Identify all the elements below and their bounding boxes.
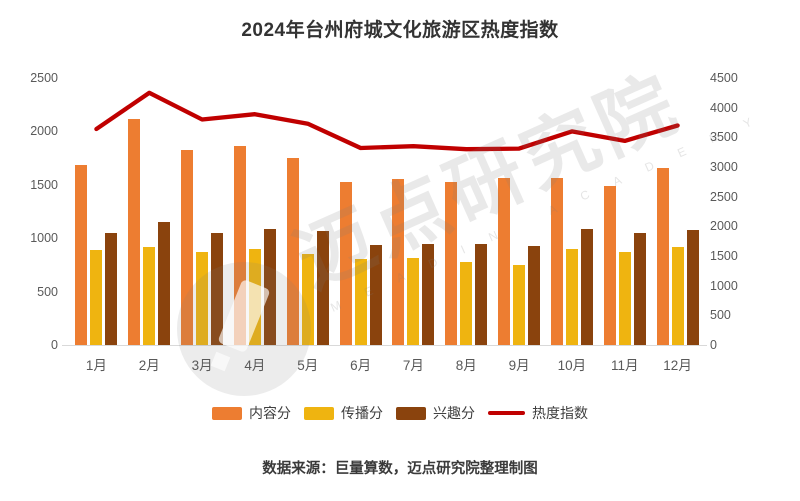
bar bbox=[75, 164, 88, 345]
bar-group-10月 bbox=[545, 78, 598, 345]
bar-group-1月 bbox=[70, 78, 123, 345]
y-axis-tick-label: 500 bbox=[37, 284, 58, 299]
plot-area bbox=[70, 78, 704, 345]
bar bbox=[513, 264, 526, 345]
x-axis-tick-label: 4月 bbox=[244, 358, 266, 373]
x-axis-tick-label: 8月 bbox=[455, 358, 477, 373]
y-axis-tick-label: 2000 bbox=[710, 219, 738, 234]
bar bbox=[618, 251, 631, 345]
x-axis-line bbox=[62, 345, 707, 346]
y-axis-tick-label: 4500 bbox=[710, 71, 738, 85]
bar bbox=[105, 232, 118, 345]
x-axis-tick-label: 6月 bbox=[350, 358, 372, 373]
legend-item: 热度指数 bbox=[488, 403, 588, 423]
bar bbox=[445, 181, 458, 345]
x-axis-tick-label: 2月 bbox=[138, 358, 160, 373]
bar bbox=[498, 178, 511, 345]
bar bbox=[233, 146, 246, 345]
bar bbox=[339, 181, 352, 345]
bar bbox=[181, 149, 194, 345]
legend-bar-swatch-icon bbox=[304, 406, 334, 420]
y-axis-tick-label: 2500 bbox=[710, 189, 738, 204]
bar bbox=[460, 261, 473, 345]
y-axis-tick-label: 2000 bbox=[30, 124, 58, 139]
legend-bar-swatch-icon bbox=[212, 406, 242, 420]
bar-group-3月 bbox=[176, 78, 229, 345]
bar-group-9月 bbox=[493, 78, 546, 345]
bar bbox=[550, 178, 563, 345]
legend-item: 内容分 bbox=[212, 403, 291, 423]
x-axis-tick-label: 1月 bbox=[85, 358, 107, 373]
chart-title: 2024年台州府城文化旅游区热度指数 bbox=[241, 20, 559, 41]
bar bbox=[369, 244, 382, 345]
x-axis-tick-label: 7月 bbox=[402, 358, 424, 373]
bar bbox=[301, 254, 314, 345]
y-axis-tick-label: 1000 bbox=[710, 278, 738, 293]
bar-group-2月 bbox=[123, 78, 176, 345]
bar bbox=[128, 118, 141, 345]
bar bbox=[580, 228, 593, 345]
x-axis-tick-label: 5月 bbox=[297, 358, 319, 373]
y-axis-tick-label: 0 bbox=[51, 338, 58, 352]
y-axis-tick-label: 500 bbox=[710, 308, 731, 323]
bar-group-7月 bbox=[387, 78, 440, 345]
bar bbox=[196, 251, 209, 345]
legend-line-swatch-icon bbox=[488, 410, 525, 416]
legend-bar-swatch-icon bbox=[396, 406, 426, 420]
bar bbox=[354, 259, 367, 345]
legend-label: 热度指数 bbox=[532, 405, 588, 421]
bar-group-6月 bbox=[334, 78, 387, 345]
legend-label: 兴趣分 bbox=[433, 405, 475, 421]
bar bbox=[422, 243, 435, 345]
bar-group-4月 bbox=[228, 78, 281, 345]
bar bbox=[211, 233, 224, 345]
legend-item: 传播分 bbox=[304, 403, 383, 423]
bar-group-8月 bbox=[440, 78, 493, 345]
y-axis-tick-label: 1000 bbox=[30, 231, 58, 246]
bar bbox=[565, 249, 578, 345]
y-axis-tick-label: 1500 bbox=[30, 177, 58, 192]
x-axis-tick-label: 3月 bbox=[191, 358, 213, 373]
x-axis-tick-label: 10月 bbox=[557, 358, 587, 373]
bar-group-5月 bbox=[281, 78, 334, 345]
x-axis-tick-label: 9月 bbox=[508, 358, 530, 373]
bar bbox=[286, 158, 299, 345]
legend: 内容分 传播分 兴趣分 热度指数 bbox=[0, 403, 800, 423]
bar bbox=[671, 246, 684, 345]
data-source: 数据来源：巨量算数，迈点研究院整理制图 bbox=[262, 461, 538, 477]
bar bbox=[528, 245, 541, 345]
y-axis-tick-label: 3500 bbox=[710, 130, 738, 145]
bar bbox=[248, 249, 261, 345]
heat-index-line-chart bbox=[94, 90, 680, 152]
bar bbox=[407, 257, 420, 345]
y-axis-tick-label: 1500 bbox=[710, 249, 738, 263]
bar-series-container bbox=[70, 78, 704, 345]
y-axis-tick-label: 3000 bbox=[710, 160, 738, 174]
bar bbox=[633, 232, 646, 345]
bar bbox=[263, 229, 276, 345]
bar bbox=[158, 222, 171, 345]
bar bbox=[392, 179, 405, 345]
bar-group-12月 bbox=[651, 78, 704, 345]
legend-item: 兴趣分 bbox=[396, 403, 475, 423]
y-axis-tick-label: 4000 bbox=[710, 100, 738, 115]
heat-index-line bbox=[94, 90, 680, 152]
legend-label: 内容分 bbox=[249, 405, 291, 421]
bar bbox=[603, 185, 616, 345]
y-axis-tick-label: 2500 bbox=[30, 71, 58, 85]
legend-label: 传播分 bbox=[341, 405, 383, 421]
x-axis-tick-label: 11月 bbox=[610, 358, 639, 373]
y-axis-tick-label: 0 bbox=[710, 338, 717, 352]
bar-group-11月 bbox=[598, 78, 651, 345]
bar bbox=[475, 244, 488, 345]
x-axis-tick-label: 12月 bbox=[663, 358, 692, 373]
bar bbox=[143, 246, 156, 345]
bar bbox=[656, 167, 669, 345]
bar bbox=[90, 250, 103, 345]
bar bbox=[686, 229, 699, 345]
bar bbox=[316, 231, 329, 345]
